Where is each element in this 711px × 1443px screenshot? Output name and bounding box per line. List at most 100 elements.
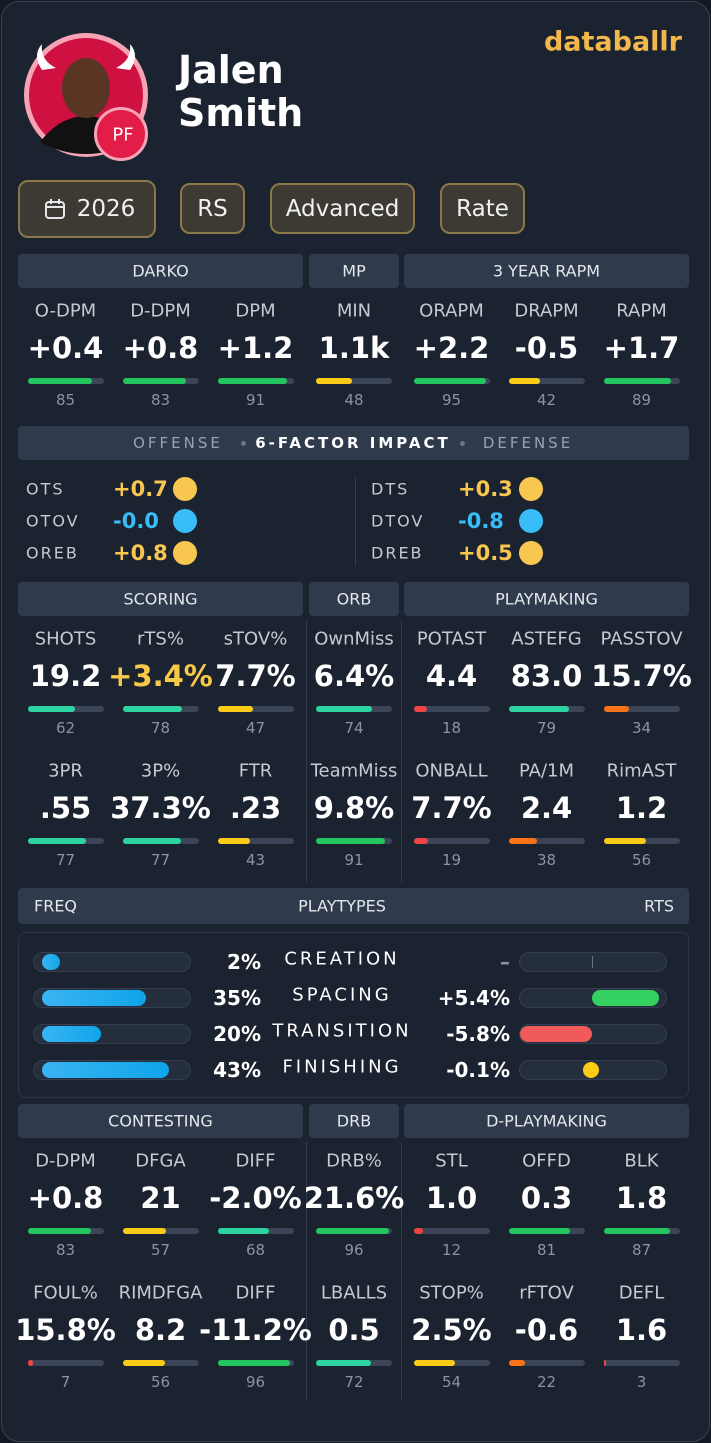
calendar-icon <box>44 198 66 220</box>
stat-label: STOP% <box>419 1282 484 1304</box>
percentile-bar <box>508 1360 526 1366</box>
percentile-text: 68 <box>245 1241 266 1259</box>
percentile-track <box>316 378 392 384</box>
factor-dot <box>173 541 197 565</box>
stat-label: sTOV% <box>223 628 288 650</box>
percentile-bar <box>413 1360 455 1366</box>
section-header <box>18 426 689 460</box>
stat-value: -0.6 <box>514 1313 579 1347</box>
percentile-bar <box>603 1228 670 1234</box>
percentile-text: 83 <box>150 391 171 409</box>
factor-dot <box>173 509 197 533</box>
percentile-bar <box>413 838 428 844</box>
percentile-bar <box>217 838 251 844</box>
percentile-text: 38 <box>536 851 557 869</box>
percentile-text: 85 <box>55 391 76 409</box>
percentile-text: 19 <box>441 851 462 869</box>
group-title: 3 YEAR RAPM <box>492 261 601 281</box>
freq-bar <box>42 1062 170 1078</box>
percentile-text: 74 <box>344 719 364 737</box>
divider <box>355 476 356 566</box>
group-title: D-PLAYMAKING <box>486 1111 607 1131</box>
percentile-bar <box>508 838 538 844</box>
percentile-bar <box>316 378 353 384</box>
playtype-name: FINISHING <box>282 1056 402 1078</box>
percentile-text: 48 <box>344 391 364 409</box>
stat-value: 15.8% <box>15 1313 116 1347</box>
position-badge <box>94 107 148 161</box>
stat-value: +0.4 <box>27 331 104 365</box>
percentile-text: 18 <box>441 719 462 737</box>
playtype-name: CREATION <box>284 948 400 970</box>
stat-label: ORAPM <box>419 300 484 322</box>
section-header <box>18 888 689 924</box>
group-title: DRB <box>336 1111 372 1131</box>
group-title: MP <box>342 261 366 281</box>
percentile-bar <box>27 838 87 844</box>
stat-value: 7.7% <box>411 791 492 825</box>
stat-label: 3P% <box>140 760 181 782</box>
percentile-text: 43 <box>245 851 266 869</box>
playtypes-title: PLAYTYPES <box>298 896 386 916</box>
percentile-text: 3 <box>636 1373 647 1391</box>
section-header <box>18 582 303 616</box>
rts-center <box>592 956 593 968</box>
logo-horns <box>37 44 135 70</box>
percentile-bar <box>316 706 373 712</box>
stat-label: FTR <box>238 760 273 782</box>
divider <box>306 620 307 882</box>
stat-label: DRAPM <box>514 300 579 322</box>
percentile-track <box>508 838 585 844</box>
stat-label: DIFF <box>235 1150 276 1172</box>
rts-dot <box>582 1062 599 1078</box>
stat-value: 8.2 <box>134 1313 187 1347</box>
rts-track <box>519 952 667 972</box>
section-header <box>309 1104 399 1138</box>
percentile-bar <box>27 1228 91 1234</box>
filter-button[interactable] <box>270 183 415 234</box>
percentile-bar <box>413 706 428 712</box>
stat-value: 2.5% <box>411 1313 492 1347</box>
factor-value: +0.8 <box>113 541 168 565</box>
stat-value: +1.7 <box>603 331 680 365</box>
stat-value: .23 <box>229 791 282 825</box>
factor-label: OTS <box>26 479 65 499</box>
section-header <box>18 254 303 288</box>
stat-value: 6.4% <box>313 659 395 693</box>
filter-button[interactable] <box>18 180 156 238</box>
stat-value: 1.1k <box>318 331 390 365</box>
stat-value: 21 <box>140 1181 181 1215</box>
percentile-bar <box>508 706 569 712</box>
stat-label: LBALLS <box>320 1282 388 1304</box>
stat-label: TeamMiss <box>310 760 398 782</box>
stat-label: rFTOV <box>519 1282 574 1304</box>
section-header <box>404 582 689 616</box>
stat-value: 1.6 <box>615 1313 668 1347</box>
percentile-track <box>413 838 490 844</box>
stat-value: 7.7% <box>215 659 296 693</box>
factor-value: -0.8 <box>458 509 504 533</box>
percentile-bar <box>217 1228 270 1234</box>
stat-value: 15.7% <box>591 659 692 693</box>
stat-label: DPM <box>235 300 276 322</box>
percentile-bar <box>27 706 75 712</box>
percentile-bar <box>603 378 672 384</box>
stat-label: PASSTOV <box>600 628 683 650</box>
stat-label: RimAST <box>606 760 677 782</box>
percentile-text: 91 <box>344 851 364 869</box>
stat-value: 21.6% <box>303 1181 405 1215</box>
percentile-text: 62 <box>55 719 76 737</box>
percentile-bar <box>217 706 254 712</box>
rts-bar <box>592 990 659 1006</box>
rts-label: +5.4% <box>437 986 510 1010</box>
stat-value: +0.8 <box>122 331 199 365</box>
stat-label: FOUL% <box>33 1282 98 1304</box>
filter-button[interactable] <box>440 183 525 234</box>
percentile-bar <box>413 378 486 384</box>
filter-button[interactable] <box>180 183 245 234</box>
percentile-bar <box>508 1228 571 1234</box>
calendar <box>45 199 65 219</box>
percentile-text: 87 <box>631 1241 652 1259</box>
percentile-track <box>413 706 490 712</box>
percentile-text: 56 <box>150 1373 171 1391</box>
